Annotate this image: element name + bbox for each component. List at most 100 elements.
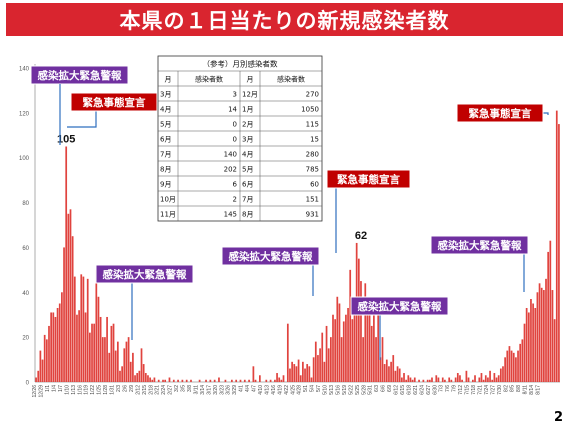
- bar: [125, 341, 128, 382]
- bar: [342, 321, 345, 382]
- bar: [190, 379, 192, 382]
- table-cell: 5月: [160, 121, 171, 129]
- bar: [385, 359, 388, 382]
- bar: [164, 379, 167, 382]
- annotation-label: 感染拡大緊急警報: [438, 239, 522, 252]
- x-tick-label: 7/27: [490, 385, 496, 395]
- bar: [448, 377, 451, 382]
- bar: [153, 377, 156, 382]
- x-tick-label: 12/29: [39, 385, 45, 398]
- table-cell: 7月: [242, 196, 253, 204]
- bar: [357, 258, 360, 382]
- bar: [517, 350, 519, 382]
- x-tick-label: 5/19: [342, 385, 348, 395]
- annotation-label: 感染拡大緊急警報: [358, 300, 442, 313]
- bar: [243, 379, 246, 382]
- x-tick-label: 6/15: [400, 385, 406, 395]
- bar: [450, 379, 453, 382]
- bar: [297, 359, 300, 382]
- x-tick-label: 5/31: [368, 385, 374, 395]
- annotation-label: 緊急事態宣言: [83, 96, 146, 109]
- bar: [99, 316, 102, 382]
- bar: [525, 307, 528, 382]
- monthly-table-caption: （参考）月別感染者数: [203, 59, 278, 69]
- bar: [177, 379, 179, 382]
- y-tick-label: 60: [22, 246, 29, 252]
- bar: [437, 377, 440, 382]
- bar: [377, 314, 380, 382]
- bar: [398, 368, 401, 382]
- x-tick-label: 6/3: [374, 385, 380, 392]
- bar: [523, 323, 526, 382]
- bar: [370, 325, 373, 382]
- bar: [340, 337, 343, 382]
- bar: [95, 269, 98, 382]
- bar: [512, 352, 515, 382]
- bar: [97, 296, 100, 382]
- bar: [63, 247, 65, 382]
- x-tick-label: 3/20: [213, 385, 219, 395]
- bar: [168, 377, 171, 382]
- bar: [334, 319, 337, 382]
- table-cell: 3: [233, 91, 237, 99]
- bar: [56, 307, 59, 382]
- x-tick-label: 3/14: [200, 385, 206, 395]
- bar: [134, 375, 136, 382]
- table-cell: 6月: [160, 136, 171, 144]
- bar: [138, 370, 141, 382]
- x-tick-label: 4/1: [239, 385, 245, 392]
- bar: [379, 357, 382, 382]
- bar: [76, 314, 78, 382]
- bar: [258, 375, 261, 382]
- bar: [209, 379, 212, 382]
- bar: [540, 287, 543, 382]
- bar: [295, 366, 298, 382]
- x-tick-label: 8/8: [516, 385, 522, 392]
- bar: [239, 379, 242, 382]
- bar: [91, 323, 93, 382]
- bar: [48, 325, 50, 382]
- bar: [364, 283, 367, 382]
- x-tick-label: 3/26: [226, 385, 232, 395]
- x-tick-label: 8/5: [510, 385, 516, 392]
- x-tick-label: 3/11: [193, 385, 199, 395]
- bar: [119, 370, 121, 382]
- bar: [351, 319, 354, 382]
- table-cell: 140: [224, 151, 237, 159]
- bar: [534, 307, 537, 382]
- bar: [482, 379, 485, 382]
- bar: [532, 303, 534, 382]
- bar: [308, 366, 311, 382]
- x-tick-label: 1/4: [51, 385, 57, 392]
- bar: [538, 283, 541, 382]
- bar: [45, 339, 48, 382]
- x-tick-label: 4/13: [264, 385, 270, 395]
- bar: [465, 370, 468, 382]
- page-number: 2: [553, 410, 563, 425]
- x-tick-label: 2/3: [116, 385, 122, 392]
- bar: [121, 366, 123, 382]
- bar: [61, 292, 63, 382]
- bar: [58, 303, 61, 382]
- expansion-alert-box: [221, 246, 320, 266]
- bar: [407, 375, 410, 382]
- annotation-label: 緊急事態宣言: [337, 173, 400, 186]
- x-tick-label: 6/24: [419, 385, 425, 395]
- bar: [459, 375, 461, 382]
- y-tick-label: 0: [26, 381, 30, 387]
- x-tick-label: 5/7: [316, 385, 322, 392]
- bar: [39, 350, 42, 382]
- x-tick-label: 4/22: [284, 385, 290, 395]
- bar: [286, 323, 289, 382]
- x-tick-label: 2/21: [155, 385, 161, 395]
- bar: [123, 348, 126, 382]
- bar: [478, 377, 481, 382]
- bar: [484, 375, 487, 382]
- bar: [400, 377, 403, 382]
- x-tick-label: 3/23: [219, 385, 225, 395]
- table-cell: 1050: [301, 106, 319, 114]
- y-tick-label: 140: [19, 67, 30, 73]
- x-tick-label: 7/6: [445, 385, 451, 392]
- bar: [116, 341, 119, 382]
- table-cell: 4月: [160, 106, 171, 114]
